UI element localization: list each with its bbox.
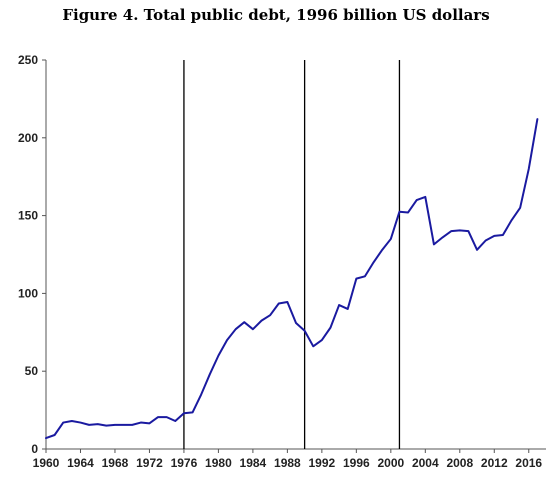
y-axis: 0 50 100 150 200 250 bbox=[18, 53, 47, 456]
x-tick-label: 1988 bbox=[274, 456, 301, 470]
series-line bbox=[45, 118, 539, 440]
series-group bbox=[45, 118, 539, 440]
y-tick-label: 50 bbox=[25, 364, 39, 378]
x-tick-label: 2000 bbox=[377, 456, 404, 470]
y-tick-label: 200 bbox=[18, 131, 38, 145]
x-tick-label: 1992 bbox=[309, 456, 336, 470]
chart-title: Figure 4. Total public debt, 1996 billio… bbox=[62, 6, 490, 24]
y-tick-label: 250 bbox=[18, 53, 38, 67]
regime-divider-lines bbox=[183, 60, 401, 449]
x-tick-label: 1972 bbox=[136, 456, 163, 470]
y-tick-label: 0 bbox=[31, 442, 38, 456]
x-tick-label: 1960 bbox=[33, 456, 60, 470]
x-tick-label: 1984 bbox=[240, 456, 267, 470]
y-tick-label: 150 bbox=[18, 209, 38, 223]
x-tick-label: 1996 bbox=[343, 456, 370, 470]
x-tick-label: 1976 bbox=[171, 456, 198, 470]
x-tick-label: 2004 bbox=[412, 456, 439, 470]
y-tick-label: 100 bbox=[18, 286, 38, 300]
x-tick-label: 1964 bbox=[67, 456, 94, 470]
x-tick-label: 1980 bbox=[205, 456, 232, 470]
x-tick-label: 2016 bbox=[515, 456, 542, 470]
x-tick-label: 1968 bbox=[102, 456, 129, 470]
x-axis: 1960 1964 1968 1972 1976 1980 1984 1988 1992 1996… bbox=[33, 448, 546, 470]
x-tick-label: 2008 bbox=[446, 456, 473, 470]
x-tick-label: 2012 bbox=[481, 456, 508, 470]
